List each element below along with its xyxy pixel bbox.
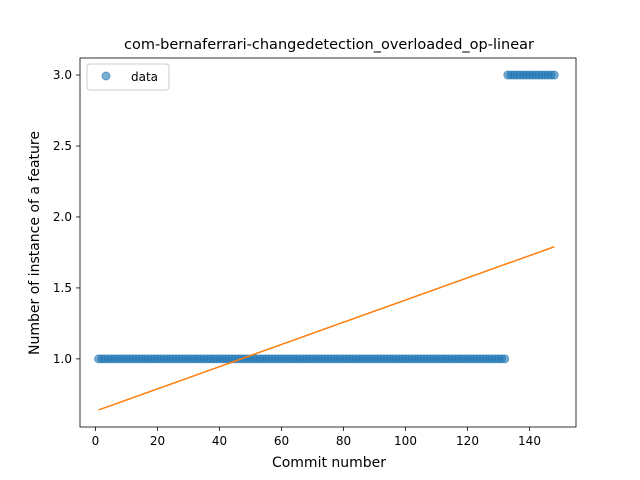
chart-title: com-bernaferrari-changedetection_overloa… xyxy=(124,37,534,53)
y-tick-label: 2.0 xyxy=(53,210,72,224)
x-tick-label: 120 xyxy=(456,434,479,448)
x-tick-label: 20 xyxy=(150,434,165,448)
x-axis-label: Commit number xyxy=(272,455,386,471)
legend-box xyxy=(86,63,170,91)
legend: data xyxy=(86,63,170,91)
x-tick-label: 80 xyxy=(336,434,351,448)
x-tick-label: 40 xyxy=(212,434,227,448)
y-tick-label: 2.5 xyxy=(53,139,72,153)
x-tick-label: 0 xyxy=(92,434,100,448)
x-axis: 0 20 40 60 80 100 120 140 xyxy=(92,427,541,448)
data-point xyxy=(500,354,510,364)
y-tick-label: 3.0 xyxy=(53,68,72,82)
data-point xyxy=(549,70,559,80)
y-axis-label: Number of instance of a feature xyxy=(27,131,43,355)
scatter-points xyxy=(94,70,559,364)
linear-fit-line xyxy=(98,246,555,411)
y-axis: 1.0 1.5 2.0 2.5 3.0 xyxy=(53,68,80,366)
plot-area xyxy=(79,57,577,428)
fit-line-layer xyxy=(98,246,555,411)
x-tick-label: 60 xyxy=(274,434,289,448)
y-tick-label: 1.0 xyxy=(53,352,72,366)
x-tick-label: 140 xyxy=(518,434,541,448)
y-tick-label: 1.5 xyxy=(53,281,72,295)
x-tick-label: 100 xyxy=(394,434,417,448)
legend-label-data: data xyxy=(131,70,158,84)
legend-marker xyxy=(101,71,111,81)
